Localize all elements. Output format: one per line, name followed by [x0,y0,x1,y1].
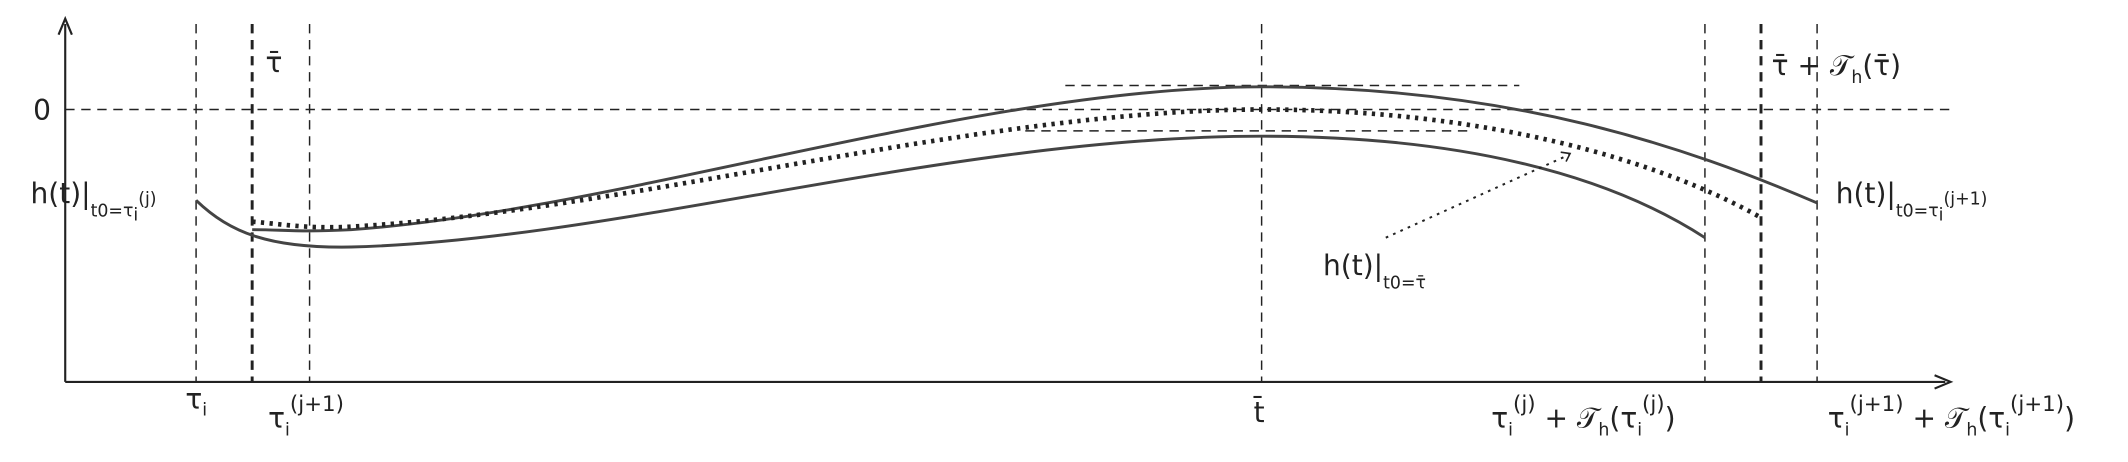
leader [1385,153,1570,239]
y-arrow [57,15,73,36]
h-mid-label: h(t)|t0=τ̄ [1323,249,1426,293]
x-label: τi(j+1) + 𝒯h(τi(j+1)) [1828,392,2075,440]
x-label: t̄ [1252,395,1264,429]
x-label: τi(j) + 𝒯h(τi(j)) [1491,392,1675,440]
verticals [195,24,1818,382]
zero-label: 0 [33,94,51,127]
leader-tip [1560,151,1572,162]
x-arrow [1934,374,1954,390]
x-label: τi [185,383,207,421]
h-right-label: h(t)|t0=τi(j+1) [1836,177,1988,225]
tau-bar-label: τ̄ [266,46,283,79]
h-left-label: h(t)|t0=τi(j) [31,177,157,225]
axes [57,15,1954,390]
tau-bar-plus-label: τ̄ + 𝒯h(τ̄) [1772,49,1901,88]
curve-dotted [251,107,1763,230]
x-label: τi(j+1) [268,392,344,440]
curve-lower [195,134,1706,249]
curve-upper [252,85,1818,233]
